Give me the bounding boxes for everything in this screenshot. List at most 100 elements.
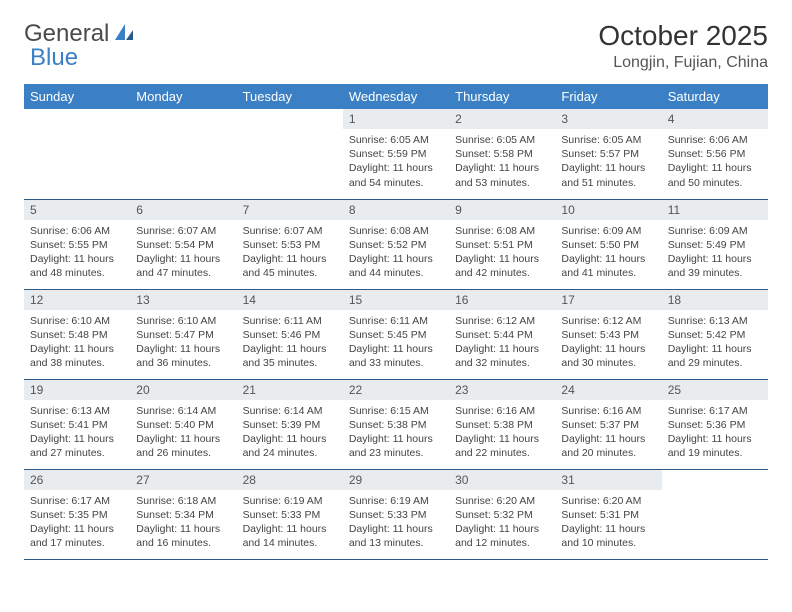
logo-line2: Blue bbox=[30, 44, 78, 72]
calendar-day-cell: 7Sunrise: 6:07 AMSunset: 5:53 PMDaylight… bbox=[237, 199, 343, 289]
day-number: 10 bbox=[555, 200, 661, 220]
day-info: Sunrise: 6:05 AMSunset: 5:59 PMDaylight:… bbox=[343, 129, 449, 194]
day-number: 19 bbox=[24, 380, 130, 400]
weekday-header: Friday bbox=[555, 84, 661, 109]
day-number: 6 bbox=[130, 200, 236, 220]
calendar-day-cell: 4Sunrise: 6:06 AMSunset: 5:56 PMDaylight… bbox=[662, 109, 768, 199]
calendar-day-cell: 18Sunrise: 6:13 AMSunset: 5:42 PMDayligh… bbox=[662, 289, 768, 379]
day-info: Sunrise: 6:10 AMSunset: 5:47 PMDaylight:… bbox=[130, 310, 236, 375]
calendar-day-cell: 16Sunrise: 6:12 AMSunset: 5:44 PMDayligh… bbox=[449, 289, 555, 379]
weekday-header: Monday bbox=[130, 84, 236, 109]
calendar-day-cell: 17Sunrise: 6:12 AMSunset: 5:43 PMDayligh… bbox=[555, 289, 661, 379]
day-number: 9 bbox=[449, 200, 555, 220]
calendar-day-cell: 20Sunrise: 6:14 AMSunset: 5:40 PMDayligh… bbox=[130, 379, 236, 469]
day-number: 7 bbox=[237, 200, 343, 220]
day-number: 25 bbox=[662, 380, 768, 400]
calendar-day-cell: 22Sunrise: 6:15 AMSunset: 5:38 PMDayligh… bbox=[343, 379, 449, 469]
calendar-day-cell: 8Sunrise: 6:08 AMSunset: 5:52 PMDaylight… bbox=[343, 199, 449, 289]
calendar-day-cell: 15Sunrise: 6:11 AMSunset: 5:45 PMDayligh… bbox=[343, 289, 449, 379]
calendar-week-row: 26Sunrise: 6:17 AMSunset: 5:35 PMDayligh… bbox=[24, 469, 768, 559]
title-block: October 2025 Longjin, Fujian, China bbox=[598, 20, 768, 72]
calendar-day-cell: 19Sunrise: 6:13 AMSunset: 5:41 PMDayligh… bbox=[24, 379, 130, 469]
month-title: October 2025 bbox=[598, 20, 768, 52]
calendar-day-cell: 30Sunrise: 6:20 AMSunset: 5:32 PMDayligh… bbox=[449, 469, 555, 559]
day-number bbox=[662, 470, 768, 490]
day-number bbox=[24, 109, 130, 129]
day-info: Sunrise: 6:13 AMSunset: 5:42 PMDaylight:… bbox=[662, 310, 768, 375]
day-info: Sunrise: 6:08 AMSunset: 5:52 PMDaylight:… bbox=[343, 220, 449, 285]
calendar-week-row: 12Sunrise: 6:10 AMSunset: 5:48 PMDayligh… bbox=[24, 289, 768, 379]
day-info: Sunrise: 6:12 AMSunset: 5:43 PMDaylight:… bbox=[555, 310, 661, 375]
day-number: 15 bbox=[343, 290, 449, 310]
calendar-day-cell: 14Sunrise: 6:11 AMSunset: 5:46 PMDayligh… bbox=[237, 289, 343, 379]
day-info: Sunrise: 6:12 AMSunset: 5:44 PMDaylight:… bbox=[449, 310, 555, 375]
day-info: Sunrise: 6:19 AMSunset: 5:33 PMDaylight:… bbox=[237, 490, 343, 555]
day-number: 5 bbox=[24, 200, 130, 220]
day-number bbox=[237, 109, 343, 129]
day-info: Sunrise: 6:09 AMSunset: 5:49 PMDaylight:… bbox=[662, 220, 768, 285]
day-info: Sunrise: 6:07 AMSunset: 5:53 PMDaylight:… bbox=[237, 220, 343, 285]
weekday-header: Tuesday bbox=[237, 84, 343, 109]
calendar-day-cell: 1Sunrise: 6:05 AMSunset: 5:59 PMDaylight… bbox=[343, 109, 449, 199]
calendar-day-cell bbox=[662, 469, 768, 559]
calendar-day-cell: 27Sunrise: 6:18 AMSunset: 5:34 PMDayligh… bbox=[130, 469, 236, 559]
day-number: 16 bbox=[449, 290, 555, 310]
calendar-day-cell: 3Sunrise: 6:05 AMSunset: 5:57 PMDaylight… bbox=[555, 109, 661, 199]
day-number: 30 bbox=[449, 470, 555, 490]
day-number: 26 bbox=[24, 470, 130, 490]
day-info: Sunrise: 6:06 AMSunset: 5:56 PMDaylight:… bbox=[662, 129, 768, 194]
day-number: 27 bbox=[130, 470, 236, 490]
day-number: 4 bbox=[662, 109, 768, 129]
calendar-day-cell: 23Sunrise: 6:16 AMSunset: 5:38 PMDayligh… bbox=[449, 379, 555, 469]
calendar-day-cell: 26Sunrise: 6:17 AMSunset: 5:35 PMDayligh… bbox=[24, 469, 130, 559]
day-info: Sunrise: 6:18 AMSunset: 5:34 PMDaylight:… bbox=[130, 490, 236, 555]
calendar-day-cell: 6Sunrise: 6:07 AMSunset: 5:54 PMDaylight… bbox=[130, 199, 236, 289]
day-info: Sunrise: 6:11 AMSunset: 5:46 PMDaylight:… bbox=[237, 310, 343, 375]
calendar-day-cell bbox=[24, 109, 130, 199]
calendar-day-cell: 10Sunrise: 6:09 AMSunset: 5:50 PMDayligh… bbox=[555, 199, 661, 289]
day-number: 2 bbox=[449, 109, 555, 129]
day-info: Sunrise: 6:14 AMSunset: 5:40 PMDaylight:… bbox=[130, 400, 236, 465]
day-number: 28 bbox=[237, 470, 343, 490]
calendar-week-row: 5Sunrise: 6:06 AMSunset: 5:55 PMDaylight… bbox=[24, 199, 768, 289]
calendar-day-cell: 9Sunrise: 6:08 AMSunset: 5:51 PMDaylight… bbox=[449, 199, 555, 289]
calendar-day-cell: 24Sunrise: 6:16 AMSunset: 5:37 PMDayligh… bbox=[555, 379, 661, 469]
day-number: 8 bbox=[343, 200, 449, 220]
calendar-table: SundayMondayTuesdayWednesdayThursdayFrid… bbox=[24, 84, 768, 560]
weekday-header: Wednesday bbox=[343, 84, 449, 109]
day-number: 24 bbox=[555, 380, 661, 400]
day-number: 13 bbox=[130, 290, 236, 310]
weekday-header: Saturday bbox=[662, 84, 768, 109]
day-info: Sunrise: 6:05 AMSunset: 5:57 PMDaylight:… bbox=[555, 129, 661, 194]
calendar-day-cell: 11Sunrise: 6:09 AMSunset: 5:49 PMDayligh… bbox=[662, 199, 768, 289]
day-info: Sunrise: 6:09 AMSunset: 5:50 PMDaylight:… bbox=[555, 220, 661, 285]
day-number: 22 bbox=[343, 380, 449, 400]
header: General October 2025 Longjin, Fujian, Ch… bbox=[24, 20, 768, 72]
location: Longjin, Fujian, China bbox=[598, 54, 768, 72]
day-info: Sunrise: 6:19 AMSunset: 5:33 PMDaylight:… bbox=[343, 490, 449, 555]
day-info: Sunrise: 6:20 AMSunset: 5:31 PMDaylight:… bbox=[555, 490, 661, 555]
day-number: 20 bbox=[130, 380, 236, 400]
calendar-day-cell: 5Sunrise: 6:06 AMSunset: 5:55 PMDaylight… bbox=[24, 199, 130, 289]
calendar-day-cell: 29Sunrise: 6:19 AMSunset: 5:33 PMDayligh… bbox=[343, 469, 449, 559]
day-info: Sunrise: 6:17 AMSunset: 5:36 PMDaylight:… bbox=[662, 400, 768, 465]
day-info: Sunrise: 6:13 AMSunset: 5:41 PMDaylight:… bbox=[24, 400, 130, 465]
calendar-day-cell: 21Sunrise: 6:14 AMSunset: 5:39 PMDayligh… bbox=[237, 379, 343, 469]
day-info: Sunrise: 6:10 AMSunset: 5:48 PMDaylight:… bbox=[24, 310, 130, 375]
calendar-day-cell: 31Sunrise: 6:20 AMSunset: 5:31 PMDayligh… bbox=[555, 469, 661, 559]
calendar-week-row: 19Sunrise: 6:13 AMSunset: 5:41 PMDayligh… bbox=[24, 379, 768, 469]
calendar-day-cell bbox=[237, 109, 343, 199]
day-number: 23 bbox=[449, 380, 555, 400]
day-info: Sunrise: 6:07 AMSunset: 5:54 PMDaylight:… bbox=[130, 220, 236, 285]
calendar-day-cell: 28Sunrise: 6:19 AMSunset: 5:33 PMDayligh… bbox=[237, 469, 343, 559]
day-info: Sunrise: 6:14 AMSunset: 5:39 PMDaylight:… bbox=[237, 400, 343, 465]
day-number: 29 bbox=[343, 470, 449, 490]
calendar-day-cell: 25Sunrise: 6:17 AMSunset: 5:36 PMDayligh… bbox=[662, 379, 768, 469]
logo-text-blue: Blue bbox=[30, 44, 78, 72]
calendar-header-row: SundayMondayTuesdayWednesdayThursdayFrid… bbox=[24, 84, 768, 109]
day-info: Sunrise: 6:17 AMSunset: 5:35 PMDaylight:… bbox=[24, 490, 130, 555]
day-number: 17 bbox=[555, 290, 661, 310]
day-info: Sunrise: 6:16 AMSunset: 5:38 PMDaylight:… bbox=[449, 400, 555, 465]
day-number: 31 bbox=[555, 470, 661, 490]
day-info: Sunrise: 6:16 AMSunset: 5:37 PMDaylight:… bbox=[555, 400, 661, 465]
